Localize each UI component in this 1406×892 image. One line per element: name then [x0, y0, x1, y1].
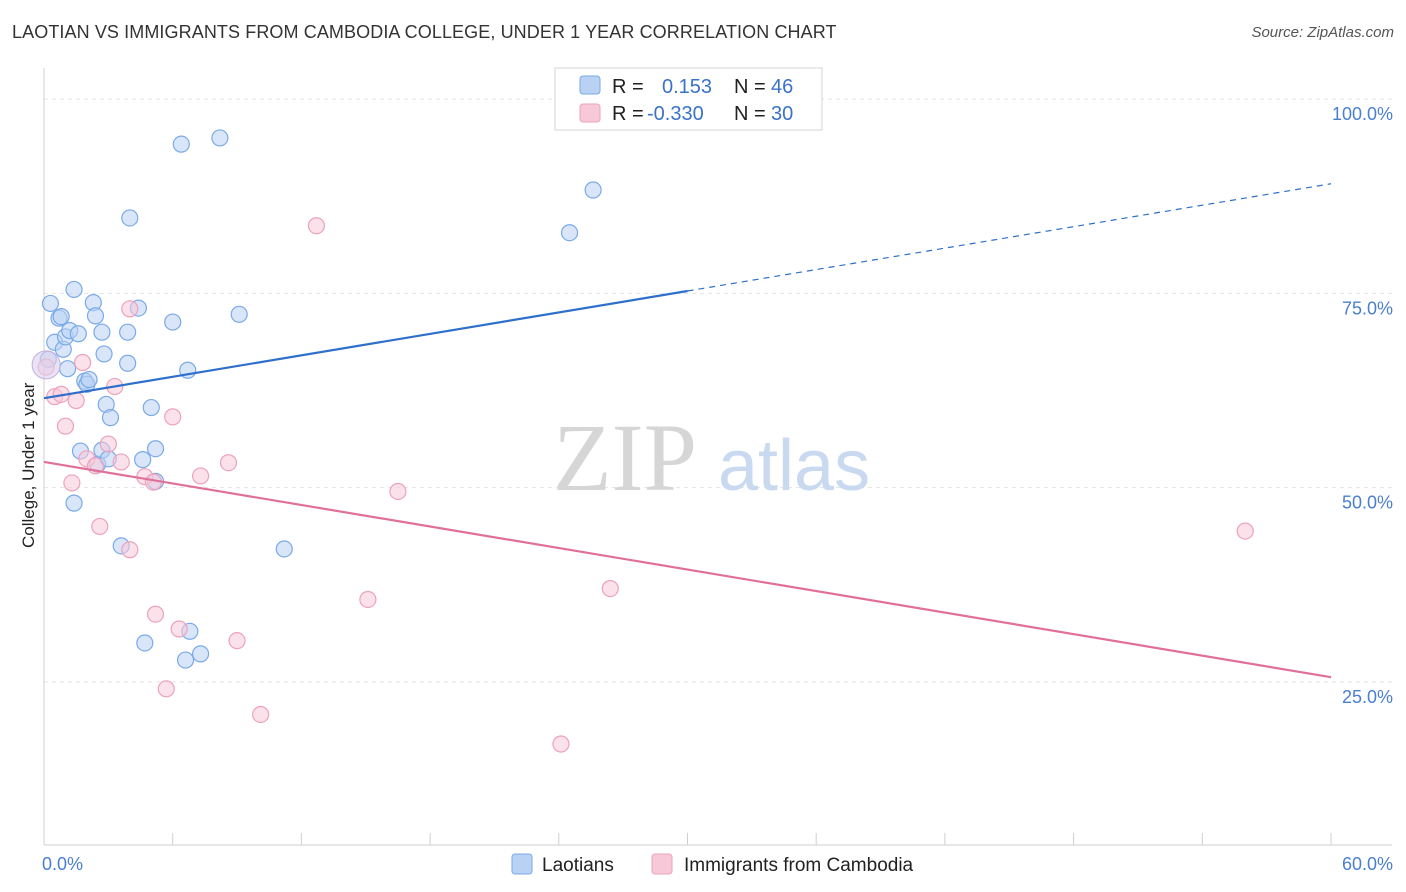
laotians-swatch — [579, 75, 601, 95]
laotians-point-17 — [95, 345, 113, 363]
laotians-point-33 — [176, 651, 195, 669]
watermark-atlas: atlas — [718, 426, 870, 506]
cambodia-point-23 — [228, 632, 246, 650]
cambodia-point-14 — [121, 541, 139, 559]
cambodia-point-9 — [91, 517, 109, 536]
laotians-point-13 — [86, 307, 105, 325]
laotians-point-36 — [191, 645, 210, 663]
laotians-point-27 — [136, 634, 154, 652]
legend-n-label-1: N = — [734, 76, 766, 98]
laotians-point-42 — [584, 181, 602, 199]
cambodia-point-28 — [552, 735, 570, 753]
y-axis-label: College, Under 1 year — [19, 382, 38, 548]
data-points — [31, 129, 1254, 753]
laotians-point-24 — [121, 209, 139, 227]
x-tick-labels: 0.0% 60.0% — [42, 854, 1393, 874]
cambodia-point-20 — [170, 620, 188, 638]
cambodia-point-27 — [389, 482, 407, 501]
watermark: ZIP atlas — [553, 404, 870, 511]
cambodia-point-12 — [112, 453, 130, 471]
laotians-point-31 — [164, 313, 182, 331]
laotians-point-4 — [52, 308, 70, 326]
series-legend: Laotians Immigrants from Cambodia — [511, 853, 914, 876]
legend-n-label-2: N = — [734, 103, 766, 125]
laotians-point-28 — [142, 398, 160, 417]
legend-cambodia-label: Immigrants from Cambodia — [684, 855, 914, 876]
x-tick-label-1: 60.0% — [1342, 854, 1393, 874]
chart-title: LAOTIAN VS IMMIGRANTS FROM CAMBODIA COLL… — [12, 22, 837, 42]
legend-n-value-2: 30 — [771, 103, 793, 125]
laotians-point-37 — [211, 129, 229, 147]
laotians-point-29 — [146, 440, 165, 458]
legend-cambodia-swatch — [651, 853, 673, 875]
cambodia-point-5 — [67, 391, 85, 410]
cambodia-point-19 — [164, 408, 182, 426]
cambodia-point-29 — [601, 579, 619, 598]
cambodia-point-10 — [99, 435, 117, 453]
cambodia-point-17 — [146, 605, 165, 623]
axes — [43, 68, 1392, 846]
cambodia-point-22 — [219, 454, 238, 472]
overlap-cluster-point — [31, 350, 61, 380]
cambodia-point-3 — [56, 417, 75, 435]
cambodia-point-4 — [63, 474, 81, 492]
laotians-point-9 — [69, 325, 87, 343]
watermark-zip: ZIP — [553, 404, 697, 511]
laotians-point-15 — [93, 323, 111, 341]
legend-r-label-2: R = — [612, 103, 644, 125]
laotians-trend-extension — [687, 183, 1332, 292]
gridlines — [44, 98, 1392, 683]
legend-laotians-label: Laotians — [542, 855, 614, 876]
laotians-point-38 — [230, 305, 248, 323]
laotians-point-8 — [65, 280, 83, 299]
laotians-point-20 — [101, 409, 120, 427]
y-tick-label-1: 50.0% — [1342, 493, 1393, 513]
laotians-point-45 — [58, 360, 77, 378]
cambodia-point-24 — [252, 705, 270, 724]
laotians-point-26 — [134, 451, 152, 469]
laotians-point-41 — [560, 224, 579, 242]
legend-r-value-1: 0.153 — [662, 76, 712, 98]
cambodia-swatch — [579, 103, 601, 123]
cambodia-trend-line — [43, 460, 1332, 679]
laotians-point-1 — [41, 294, 60, 313]
laotians-point-43 — [65, 494, 83, 512]
laotians-point-23 — [119, 323, 137, 341]
legend-r-value-2: -0.330 — [647, 103, 704, 125]
laotians-point-39 — [275, 540, 293, 558]
y-tick-labels: 25.0% 50.0% 75.0% 100.0% — [1332, 104, 1393, 707]
cambodia-point-21 — [191, 467, 210, 485]
cambodia-point-25 — [307, 217, 326, 235]
trend-lines — [43, 183, 1332, 679]
legend-n-value-1: 46 — [771, 76, 793, 98]
legend-r-label-1: R = — [612, 76, 644, 98]
cambodia-point-6 — [74, 353, 92, 372]
laotians-trend-line — [43, 289, 688, 400]
cambodia-point-30 — [1236, 522, 1254, 540]
chart-source: Source: ZipAtlas.com — [1251, 24, 1394, 41]
y-tick-label-2: 75.0% — [1342, 298, 1393, 318]
y-tick-label-3: 100.0% — [1332, 104, 1393, 124]
laotians-point-32 — [172, 135, 190, 153]
cambodia-point-13 — [121, 300, 139, 318]
cambodia-point-26 — [359, 590, 377, 609]
legend-laotians-swatch — [511, 853, 533, 875]
y-tick-label-0: 25.0% — [1342, 687, 1393, 707]
stats-legend: R = 0.153 N = 46 R = -0.330 N = 30 — [554, 67, 823, 131]
laotians-point-22 — [119, 354, 137, 372]
laotians-point-44 — [80, 370, 98, 389]
x-tick-label-0: 0.0% — [42, 854, 83, 874]
cambodia-point-18 — [157, 680, 175, 698]
